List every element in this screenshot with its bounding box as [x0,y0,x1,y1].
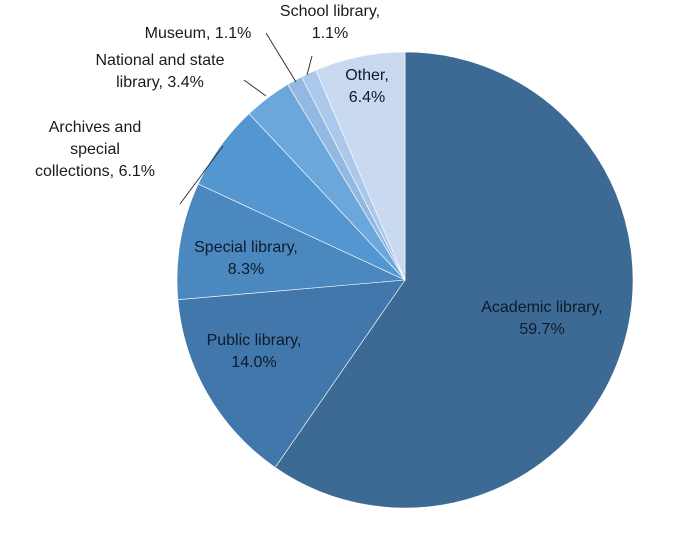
label-line: National and state [96,52,225,69]
label-other: Other, 6.4% [345,67,389,106]
label-line: School library, [280,3,380,20]
slice-academic-library [274,51,634,509]
slice-public-library [177,279,406,468]
label-line: library, 3.4% [116,74,204,91]
label-line: 8.3% [228,261,264,278]
label-line: Public library, [207,332,302,349]
label-line: 14.0% [231,354,276,371]
label-line: collections, 6.1% [35,163,155,180]
slice-special-library [176,183,407,300]
leader-line-national-and-state-library [243,79,267,97]
label-line: 1.1% [312,25,348,42]
label-line: Archives and [49,119,142,136]
label-line: Academic library, [481,299,603,316]
label-line: 6.4% [349,89,385,106]
label-museum: Museum, 1.1% [145,25,252,42]
leader-line-archives-and-special-collections [179,145,224,205]
label-academic-library: Academic library, 59.7% [481,299,603,338]
label-national-and-state-library: National and state library, 3.4% [96,52,225,91]
slice-other [315,51,406,281]
label-line: Museum, 1.1% [145,25,252,42]
pie-slices [176,51,634,509]
label-public-library: Public library, 14.0% [207,332,302,371]
label-special-library: Special library, 8.3% [194,239,298,278]
label-line: 59.7% [519,321,564,338]
leader-line-museum [265,32,297,83]
label-archives-and-special-collections: Archives and special collections, 6.1% [35,119,155,180]
leader-line-school-library [306,55,313,76]
slice-labels: Academic library, 59.7% Public library, 14.… [35,3,603,371]
label-line: Other, [345,67,389,84]
label-school-library: School library, 1.1% [280,3,380,42]
label-line: Special library, [194,239,298,256]
leader-lines [179,32,313,205]
label-line: special [70,141,120,158]
